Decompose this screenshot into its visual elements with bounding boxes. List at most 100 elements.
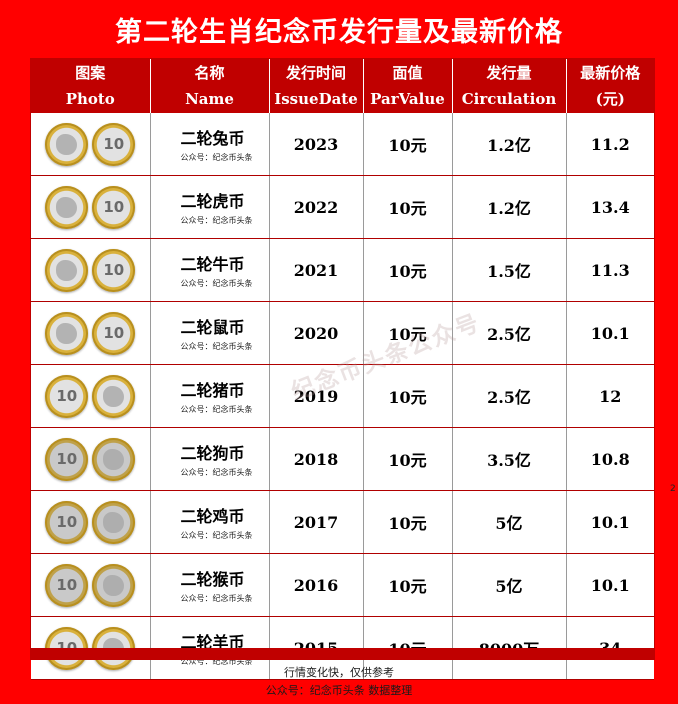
coin-name-cell: 二轮猴币公众号：纪念币头条 — [150, 553, 270, 617]
coin-image-obverse: 10 — [92, 311, 136, 355]
header-par-value: 面值 ParValue — [363, 59, 453, 113]
coin-name: 二轮鼠币 — [180, 318, 245, 337]
par-value: 10元 — [363, 113, 453, 176]
coin-name-cell: 二轮兔币公众号：纪念币头条 — [150, 113, 270, 176]
issue-year: 2020 — [269, 301, 364, 365]
header-circulation: 发行量 Circulation — [452, 59, 567, 113]
issue-year: 2018 — [269, 427, 364, 491]
circulation: 3.5亿 — [452, 427, 567, 491]
latest-price: 11.3 — [566, 238, 654, 302]
circulation: 5亿 — [452, 490, 567, 554]
coin-photo: 10 — [31, 301, 151, 365]
latest-price: 12 — [566, 364, 654, 428]
coin-name: 二轮鸡币 — [180, 507, 245, 526]
table-bottom-bar — [30, 648, 655, 660]
issue-year: 2023 — [269, 113, 364, 176]
circulation: 5亿 — [452, 553, 567, 617]
table-row: 10 二轮鸡币 公众号：纪念币头条 2017 10元 5亿 10.1 — [31, 490, 654, 554]
coin-image-obverse: 10 — [45, 374, 89, 418]
circulation: 1.5亿 — [452, 238, 567, 302]
issue-year: 2019 — [269, 364, 364, 428]
header-name: 名称 Name — [150, 59, 270, 113]
source-note: 公众号：纪念币头条 — [180, 153, 253, 162]
coin-image-reverse — [92, 437, 136, 481]
edge-mark: 2 — [670, 484, 676, 494]
coin-name: 二轮牛币 — [180, 255, 245, 274]
source-note: 公众号：纪念币头条 — [180, 531, 253, 540]
coin-photo: 10 — [31, 553, 151, 617]
coin-image-reverse — [45, 122, 89, 166]
par-value: 10元 — [363, 553, 453, 617]
coin-table: 图案 Photo 名称 Name 发行时间 IssueDate 面值 ParValue … — [31, 59, 654, 680]
source-note: 公众号：纪念币头条 — [180, 342, 253, 351]
circulation: 2.5亿 — [452, 301, 567, 365]
table-row: 10 二轮兔币公众号：纪念币头条 2023 10元 1.2亿 11.2 — [31, 113, 654, 176]
circulation: 1.2亿 — [452, 113, 567, 176]
footer-note: 行情变化快，仅供参考 — [284, 666, 394, 679]
table-row: 10 二轮狗币公众号：纪念币头条 2018 10元 3.5亿 10.8 — [31, 427, 654, 491]
table-row: 10 二轮猴币公众号：纪念币头条 2016 10元 5亿 10.1 — [31, 553, 654, 617]
source-note: 公众号：纪念币头条 — [180, 657, 253, 666]
source-note: 公众号：纪念币头条 — [180, 468, 253, 477]
table-row: 10 二轮猪币公众号：纪念币头条 2019 10元 2.5亿 12 — [31, 364, 654, 428]
coin-name: 二轮猪币 — [180, 381, 245, 400]
table-row: 10 二轮鼠币公众号：纪念币头条 2020 10元 2.5亿 10.1 — [31, 301, 654, 365]
coin-image-reverse — [92, 500, 136, 544]
latest-price: 10.1 — [566, 490, 654, 554]
coin-name-cell: 二轮虎币公众号：纪念币头条 — [150, 175, 270, 239]
issue-year: 2021 — [269, 238, 364, 302]
source-note: 公众号：纪念币头条 — [180, 594, 253, 603]
coin-image-obverse: 10 — [92, 185, 136, 229]
table-header-row: 图案 Photo 名称 Name 发行时间 IssueDate 面值 ParValue … — [31, 59, 654, 113]
source-note: 公众号：纪念币头条 — [180, 216, 253, 225]
coin-photo: 10 — [31, 175, 151, 239]
page-title: 第二轮生肖纪念币发行量及最新价格 — [115, 16, 563, 48]
coin-name: 二轮兔币 — [180, 129, 245, 148]
coin-name-cell: 二轮鸡币公众号：纪念币头条 — [150, 490, 270, 554]
latest-price: 10.1 — [566, 301, 654, 365]
coin-image-obverse: 10 — [45, 437, 89, 481]
coin-photo: 10 — [31, 364, 151, 428]
coin-name: 二轮羊币 — [180, 633, 245, 652]
coin-name-cell: 二轮狗币公众号：纪念币头条 — [150, 427, 270, 491]
coin-photo: 10 — [31, 113, 151, 176]
coin-name-cell: 二轮猪币公众号：纪念币头条 — [150, 364, 270, 428]
coin-image-reverse — [45, 185, 89, 229]
coin-image-reverse — [45, 248, 89, 292]
latest-price: 10.1 — [566, 553, 654, 617]
coin-name: 二轮虎币 — [180, 192, 245, 211]
circulation: 1.2亿 — [452, 175, 567, 239]
footer: 行情变化快，仅供参考 公众号：纪念币头条 数据整理 — [0, 664, 678, 700]
header-photo: 图案 Photo — [31, 59, 151, 113]
par-value: 10元 — [363, 301, 453, 365]
footer-source: 公众号：纪念币头条 数据整理 — [265, 684, 413, 697]
par-value: 10元 — [363, 364, 453, 428]
coin-image-obverse: 10 — [45, 500, 89, 544]
issue-year: 2022 — [269, 175, 364, 239]
coin-photo: 10 — [31, 490, 151, 554]
issue-year: 2016 — [269, 553, 364, 617]
coin-name: 二轮狗币 — [180, 444, 245, 463]
latest-price: 13.4 — [566, 175, 654, 239]
coin-image-reverse — [45, 311, 89, 355]
header-latest-price: 最新价格 (元) — [566, 59, 654, 113]
coin-image-reverse — [92, 563, 136, 607]
latest-price: 10.8 — [566, 427, 654, 491]
coin-image-reverse — [92, 374, 136, 418]
source-note: 公众号：纪念币头条 — [180, 405, 253, 414]
coin-name-cell: 二轮鼠币公众号：纪念币头条 — [150, 301, 270, 365]
latest-price: 11.2 — [566, 113, 654, 176]
coin-image-obverse: 10 — [92, 248, 136, 292]
coin-photo: 10 — [31, 427, 151, 491]
par-value: 10元 — [363, 238, 453, 302]
header-issue-date: 发行时间 IssueDate — [269, 59, 364, 113]
coin-name: 二轮猴币 — [180, 570, 245, 589]
issue-year: 2017 — [269, 490, 364, 554]
coin-image-obverse: 10 — [92, 122, 136, 166]
par-value: 10元 — [363, 175, 453, 239]
table-row: 10 二轮牛币 公众号：纪念币头条 2021 10元 1.5亿 11.3 — [31, 238, 654, 302]
circulation: 2.5亿 — [452, 364, 567, 428]
par-value: 10元 — [363, 427, 453, 491]
coin-name-cell: 二轮牛币 公众号：纪念币头条 — [150, 238, 270, 302]
coin-image-obverse: 10 — [45, 563, 89, 607]
